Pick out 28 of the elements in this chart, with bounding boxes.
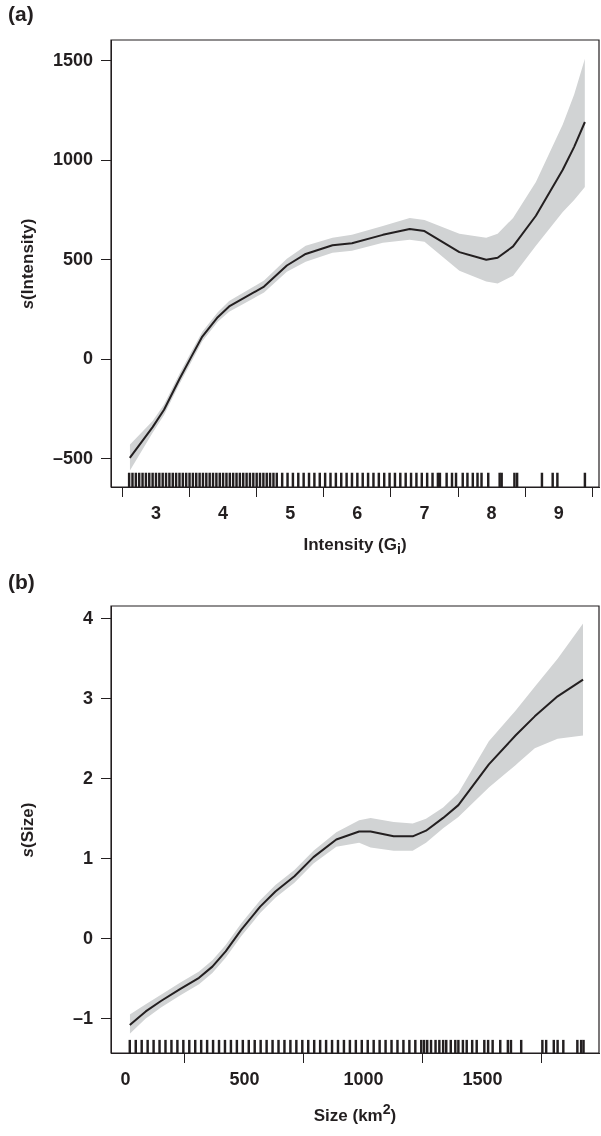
x-tick-label: 4 bbox=[218, 502, 229, 523]
y-tick-label: 4 bbox=[82, 607, 93, 628]
y-tick-label: 1 bbox=[82, 847, 93, 868]
x-tick-label: 500 bbox=[229, 1068, 260, 1089]
y-tick-label: 0 bbox=[82, 927, 93, 948]
x-tick-label: 3 bbox=[150, 502, 161, 523]
x-axis-title: Size (km$^{2}$) bbox=[312, 1101, 398, 1126]
x-tick-label: 1000 bbox=[343, 1068, 384, 1089]
x-tick-label: 6 bbox=[352, 502, 363, 523]
x-tick-label: 7 bbox=[419, 502, 430, 523]
y-tick-label: –500 bbox=[52, 447, 93, 468]
y-tick-label: 500 bbox=[62, 248, 93, 269]
y-tick-label: 1500 bbox=[52, 49, 93, 70]
y-tick-label: –1 bbox=[72, 1007, 93, 1028]
y-tick-label: 2 bbox=[82, 767, 93, 788]
y-axis-title: s(Size) bbox=[18, 802, 38, 857]
y-axis-title: s(Intensity) bbox=[18, 218, 38, 309]
x-tick-label: 5 bbox=[285, 502, 296, 523]
y-tick-label: 0 bbox=[82, 348, 93, 369]
y-tick-label: 1000 bbox=[52, 149, 93, 170]
x-tick-label: 9 bbox=[553, 502, 564, 523]
x-tick-label: 8 bbox=[486, 502, 497, 523]
x-axis-title: Intensity (G$_{i}$) bbox=[302, 535, 408, 558]
x-tick-label: 1500 bbox=[462, 1068, 503, 1089]
chart-title: (b) bbox=[8, 570, 35, 594]
x-tick-label: 0 bbox=[120, 1068, 131, 1089]
chart-title: (a) bbox=[8, 2, 34, 26]
y-tick-label: 3 bbox=[82, 687, 93, 708]
